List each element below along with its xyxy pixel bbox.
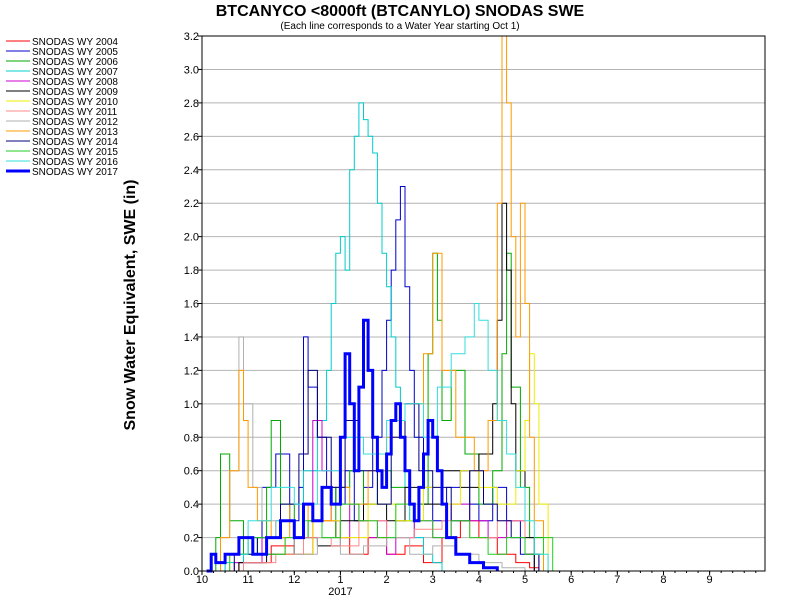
y-tick-label: 2.6 [184, 131, 199, 143]
plot-border [201, 35, 766, 572]
x-year-label: 2017 [328, 586, 352, 598]
y-tick-label: 0.4 [184, 499, 199, 511]
x-tick-label: 1 [337, 574, 343, 586]
legend-label: SNODAS WY 2016 [32, 157, 118, 168]
legend-label: SNODAS WY 2011 [32, 107, 118, 118]
plot-area: 0.0 0.2 0.4 0.6 0.8 1.0 1.2 1.4 1.6 1.8 2.0 2.2 2.4 2… [184, 31, 766, 598]
y-tick-label: 0.6 [184, 466, 199, 478]
y-tick-label: 3.0 [184, 64, 199, 76]
y-tick-label: 0.2 [184, 533, 199, 545]
y-tick-label: 2.4 [184, 165, 199, 177]
x-tick-label: 11 [242, 574, 253, 586]
legend-label: SNODAS WY 2005 [32, 47, 118, 58]
series-line-wy-2009 [206, 202, 535, 572]
legend-label: SNODAS WY 2007 [32, 67, 118, 78]
chart-subtitle: (Each line corresponds to a Water Year s… [280, 21, 519, 32]
legend-label: SNODAS WY 2012 [32, 117, 118, 128]
series-line-wy-2016 [206, 303, 549, 572]
legend-label: SNODAS WY 2014 [32, 137, 118, 148]
y-tick-label: 1.8 [184, 265, 199, 277]
legend-label: SNODAS WY 2009 [32, 87, 118, 98]
y-tick-label: 2.8 [184, 98, 199, 110]
x-tick-label: 6 [568, 574, 574, 586]
legend-label: SNODAS WY 2004 [32, 37, 118, 48]
y-tick-label: 1.0 [184, 399, 199, 411]
x-tick-label: 12 [288, 574, 300, 586]
y-tick-label: 3.2 [184, 31, 199, 43]
chart-title: BTCANYCO <8000ft (BTCANYLO) SNODAS SWE [216, 3, 585, 20]
x-tick-label: 2 [384, 574, 390, 586]
x-tick-label: 4 [476, 574, 482, 586]
y-tick-label: 2.0 [184, 232, 199, 244]
legend-label: SNODAS WY 2013 [32, 127, 118, 138]
y-tick-label: 1.2 [184, 365, 199, 377]
x-tick-label: 7 [614, 574, 620, 586]
series-line-wy-2013 [206, 35, 544, 572]
x-tick-label: 8 [660, 574, 666, 586]
y-tick-label: 0.0 [184, 566, 199, 578]
y-tick-label: 0.8 [184, 432, 199, 444]
y-tick-label: 2.2 [184, 198, 199, 210]
series-line-wy-2015 [206, 503, 554, 572]
x-tick-label: 3 [430, 574, 436, 586]
legend-label: SNODAS WY 2010 [32, 97, 118, 108]
x-tick-label: 10 [196, 574, 208, 586]
y-axis-label: Snow Water Equivalent, SWE (in) [122, 180, 139, 431]
legend-label: SNODAS WY 2015 [32, 147, 118, 158]
legend-label: SNODAS WY 2017 [32, 167, 118, 178]
x-tick-label: 5 [522, 574, 528, 586]
y-tick-label: 1.4 [184, 332, 199, 344]
legend-label: SNODAS WY 2008 [32, 77, 118, 88]
series-line-wy-2017 [206, 318, 499, 573]
legend-label: SNODAS WY 2006 [32, 57, 118, 68]
x-tick-label: 9 [707, 574, 713, 586]
y-tick-label: 1.6 [184, 299, 199, 311]
series-line-wy-2005 [206, 186, 535, 572]
